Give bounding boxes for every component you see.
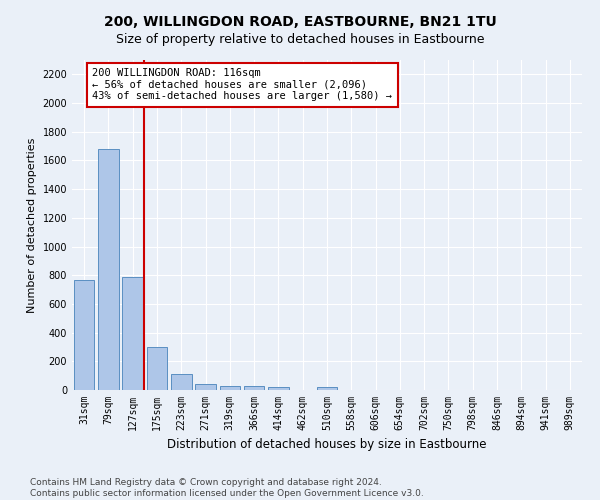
Bar [146, 347, 167, 390]
Text: 200 WILLINGDON ROAD: 116sqm
← 56% of detached houses are smaller (2,096)
43% of : 200 WILLINGDON ROAD: 116sqm ← 56% of det… [92, 68, 392, 102]
Bar [244, 386, 265, 390]
Bar [74, 280, 94, 390]
Bar [317, 387, 337, 390]
Text: Size of property relative to detached houses in Eastbourne: Size of property relative to detached ho… [116, 32, 484, 46]
Text: Contains HM Land Registry data © Crown copyright and database right 2024.
Contai: Contains HM Land Registry data © Crown c… [30, 478, 424, 498]
X-axis label: Distribution of detached houses by size in Eastbourne: Distribution of detached houses by size … [167, 438, 487, 452]
Bar [98, 149, 119, 390]
Bar [268, 387, 289, 390]
Bar [171, 374, 191, 390]
Bar [122, 276, 143, 390]
Text: 200, WILLINGDON ROAD, EASTBOURNE, BN21 1TU: 200, WILLINGDON ROAD, EASTBOURNE, BN21 1… [104, 15, 496, 29]
Bar [220, 386, 240, 390]
Y-axis label: Number of detached properties: Number of detached properties [27, 138, 37, 312]
Bar [195, 384, 216, 390]
